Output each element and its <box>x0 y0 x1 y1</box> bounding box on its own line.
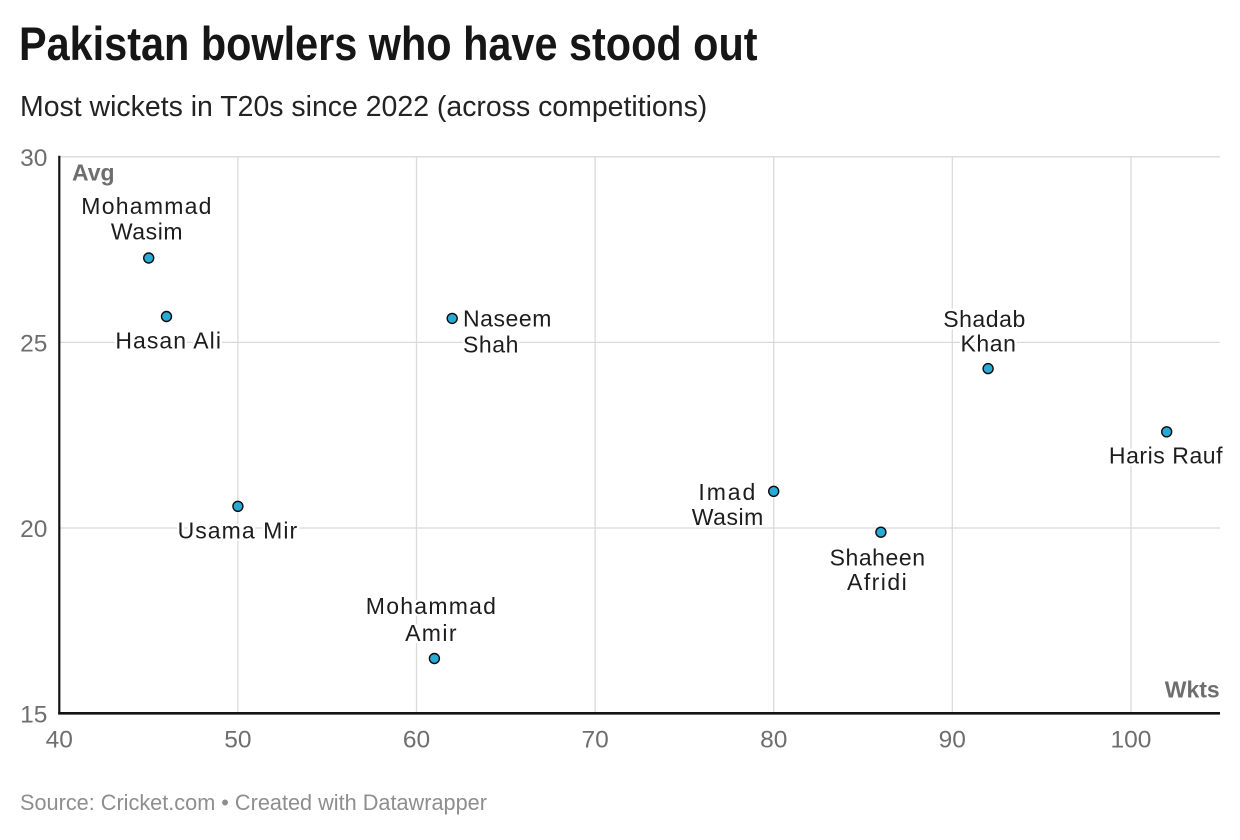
svg-text:90: 90 <box>939 727 966 754</box>
svg-text:Shah: Shah <box>463 331 519 357</box>
svg-text:40: 40 <box>46 727 73 754</box>
svg-text:Usama Mir: Usama Mir <box>178 518 299 544</box>
svg-text:Shaheen: Shaheen <box>830 545 926 571</box>
svg-text:80: 80 <box>760 727 787 754</box>
svg-text:Haris Rauf: Haris Rauf <box>1109 443 1223 469</box>
svg-text:Naseem: Naseem <box>463 305 552 331</box>
svg-text:25: 25 <box>20 331 47 358</box>
svg-text:50: 50 <box>224 727 251 754</box>
svg-text:Imad: Imad <box>698 479 757 505</box>
svg-text:Wasim: Wasim <box>692 504 764 530</box>
svg-text:30: 30 <box>20 145 47 172</box>
svg-text:70: 70 <box>581 727 608 754</box>
svg-text:Afridi: Afridi <box>847 569 908 595</box>
svg-text:Wasim: Wasim <box>111 219 183 245</box>
svg-text:Khan: Khan <box>961 331 1017 357</box>
svg-text:20: 20 <box>20 516 47 543</box>
svg-text:Shadab: Shadab <box>943 306 1026 332</box>
svg-text:Amir: Amir <box>405 620 458 646</box>
svg-text:Avg: Avg <box>72 160 115 186</box>
svg-text:Mohammad: Mohammad <box>366 593 497 619</box>
svg-text:100: 100 <box>1111 727 1152 754</box>
svg-text:Mohammad: Mohammad <box>81 193 212 219</box>
svg-text:Wkts: Wkts <box>1165 676 1220 702</box>
svg-text:15: 15 <box>20 701 47 728</box>
svg-text:60: 60 <box>403 727 430 754</box>
svg-text:Hasan Ali: Hasan Ali <box>115 328 222 354</box>
